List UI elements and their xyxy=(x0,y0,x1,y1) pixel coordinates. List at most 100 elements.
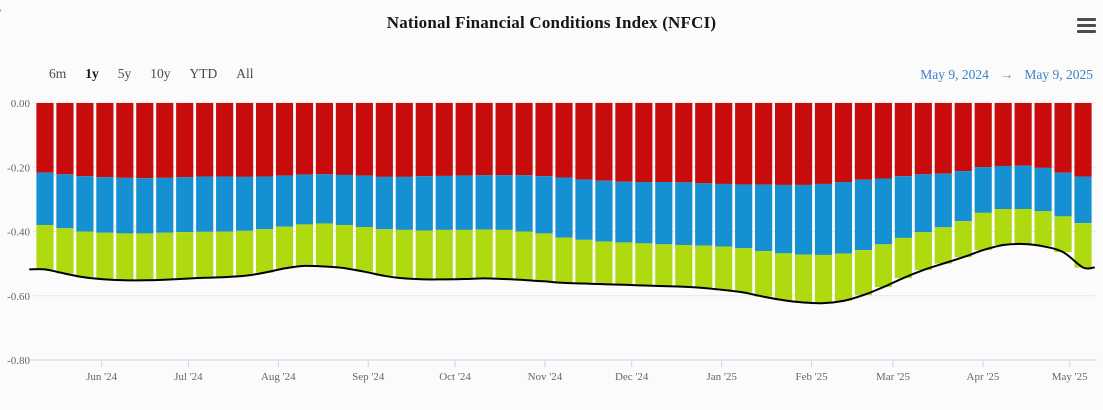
bar-green-segment[interactable] xyxy=(395,229,413,279)
bar-red-segment[interactable] xyxy=(176,103,194,178)
bar-green-segment[interactable] xyxy=(275,226,294,269)
bar-blue-segment[interactable] xyxy=(96,177,114,233)
bar-red-segment[interactable] xyxy=(954,103,972,172)
bar-green-segment[interactable] xyxy=(76,231,94,278)
bar-blue-segment[interactable] xyxy=(974,167,992,213)
bar-green-segment[interactable] xyxy=(615,242,633,285)
bar-blue-segment[interactable] xyxy=(914,174,932,233)
bar-green-segment[interactable] xyxy=(974,212,992,251)
bar-blue-segment[interactable] xyxy=(814,183,833,255)
bar-blue-segment[interactable] xyxy=(116,177,134,234)
bar-blue-segment[interactable] xyxy=(555,177,573,238)
bar-blue-segment[interactable] xyxy=(695,183,713,246)
bar-green-segment[interactable] xyxy=(1054,216,1072,253)
bar-red-segment[interactable] xyxy=(495,103,513,176)
bar-blue-segment[interactable] xyxy=(775,184,793,254)
date-from-link[interactable]: May 9, 2024 xyxy=(920,67,989,82)
bar-blue-segment[interactable] xyxy=(735,184,753,249)
bar-green-segment[interactable] xyxy=(894,237,912,279)
bar-red-segment[interactable] xyxy=(794,103,813,185)
bar-green-segment[interactable] xyxy=(216,231,234,278)
bar-green-segment[interactable] xyxy=(176,232,194,279)
bar-green-segment[interactable] xyxy=(755,251,773,297)
bar-red-segment[interactable] xyxy=(695,103,713,184)
bar-green-segment[interactable] xyxy=(455,229,473,280)
bar-blue-segment[interactable] xyxy=(36,172,54,226)
bar-green-segment[interactable] xyxy=(914,232,932,271)
bar-red-segment[interactable] xyxy=(375,103,393,177)
bar-green-segment[interactable] xyxy=(1074,223,1092,268)
bar-green-segment[interactable] xyxy=(794,254,813,303)
bar-green-segment[interactable] xyxy=(415,230,433,280)
bar-blue-segment[interactable] xyxy=(176,177,194,233)
bar-green-segment[interactable] xyxy=(635,243,653,286)
bar-red-segment[interactable] xyxy=(1014,103,1032,166)
bar-green-segment[interactable] xyxy=(355,227,373,272)
bar-red-segment[interactable] xyxy=(295,103,314,175)
bar-red-segment[interactable] xyxy=(335,103,353,175)
bar-green-segment[interactable] xyxy=(535,233,553,282)
bar-red-segment[interactable] xyxy=(994,103,1012,166)
bar-red-segment[interactable] xyxy=(1054,103,1072,173)
bar-blue-segment[interactable] xyxy=(635,182,653,244)
bar-green-segment[interactable] xyxy=(335,225,353,269)
bar-red-segment[interactable] xyxy=(216,103,234,177)
bar-red-segment[interactable] xyxy=(116,103,134,178)
bar-green-segment[interactable] xyxy=(96,232,114,280)
bar-blue-segment[interactable] xyxy=(615,181,633,243)
bar-green-segment[interactable] xyxy=(954,221,972,258)
bar-green-segment[interactable] xyxy=(595,241,613,285)
bar-blue-segment[interactable] xyxy=(1074,176,1092,224)
bar-red-segment[interactable] xyxy=(735,103,753,185)
bar-blue-segment[interactable] xyxy=(355,175,373,227)
range-button-5y[interactable]: 5y xyxy=(117,66,132,81)
bar-red-segment[interactable] xyxy=(934,103,952,174)
bar-blue-segment[interactable] xyxy=(395,176,413,230)
range-button-1y[interactable]: 1y xyxy=(85,66,99,81)
bar-red-segment[interactable] xyxy=(475,103,493,176)
bar-red-segment[interactable] xyxy=(96,103,114,178)
range-button-10y[interactable]: 10y xyxy=(150,66,171,81)
bar-red-segment[interactable] xyxy=(255,103,274,177)
bar-red-segment[interactable] xyxy=(834,103,853,183)
bar-red-segment[interactable] xyxy=(395,103,413,177)
bar-blue-segment[interactable] xyxy=(255,176,274,230)
bar-green-segment[interactable] xyxy=(156,232,174,280)
bar-blue-segment[interactable] xyxy=(834,182,853,254)
bar-green-segment[interactable] xyxy=(934,227,952,264)
bar-red-segment[interactable] xyxy=(315,103,334,175)
bar-blue-segment[interactable] xyxy=(136,178,154,234)
bar-blue-segment[interactable] xyxy=(874,178,892,245)
bar-blue-segment[interactable] xyxy=(495,175,513,230)
bar-blue-segment[interactable] xyxy=(156,177,174,233)
bar-blue-segment[interactable] xyxy=(196,176,214,232)
bar-red-segment[interactable] xyxy=(755,103,773,185)
bar-blue-segment[interactable] xyxy=(575,179,593,240)
bar-green-segment[interactable] xyxy=(994,209,1012,245)
bar-green-segment[interactable] xyxy=(735,248,753,293)
bar-red-segment[interactable] xyxy=(914,103,932,175)
bar-blue-segment[interactable] xyxy=(415,176,433,231)
bar-green-segment[interactable] xyxy=(715,246,733,290)
bar-red-segment[interactable] xyxy=(36,103,54,173)
bar-blue-segment[interactable] xyxy=(755,184,773,252)
bar-blue-segment[interactable] xyxy=(854,179,873,251)
bar-red-segment[interactable] xyxy=(136,103,154,179)
bar-green-segment[interactable] xyxy=(435,229,453,280)
range-button-ytd[interactable]: YTD xyxy=(189,66,218,81)
bar-red-segment[interactable] xyxy=(974,103,992,168)
bar-red-segment[interactable] xyxy=(196,103,214,177)
bar-blue-segment[interactable] xyxy=(275,175,294,227)
bar-green-segment[interactable] xyxy=(775,253,793,301)
bar-green-segment[interactable] xyxy=(375,229,393,276)
chart-menu-button[interactable] xyxy=(1077,18,1096,33)
bar-green-segment[interactable] xyxy=(495,229,513,280)
bar-green-segment[interactable] xyxy=(655,244,673,287)
bar-red-segment[interactable] xyxy=(874,103,892,179)
bar-green-segment[interactable] xyxy=(136,233,154,281)
bar-green-segment[interactable] xyxy=(575,239,593,284)
range-button-6m[interactable]: 6m xyxy=(49,66,67,81)
bar-blue-segment[interactable] xyxy=(435,175,453,230)
bar-blue-segment[interactable] xyxy=(375,176,393,230)
bar-red-segment[interactable] xyxy=(575,103,593,180)
